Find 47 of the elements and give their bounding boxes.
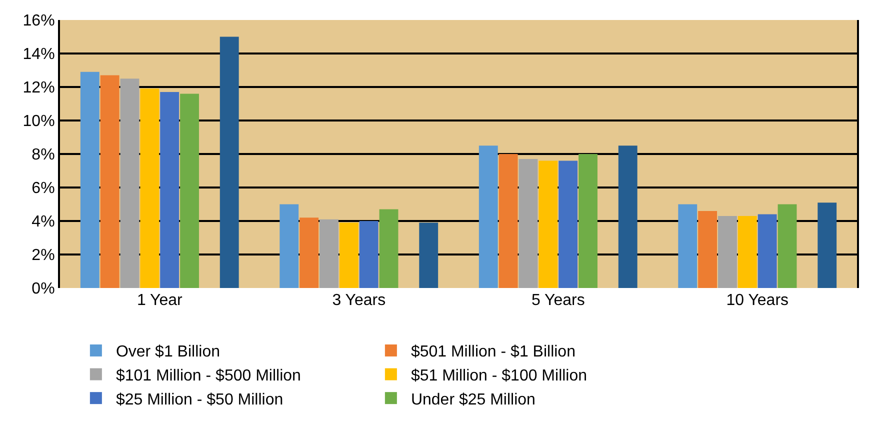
- bar: [220, 36, 239, 288]
- bar: [120, 78, 140, 288]
- y-tick-label: 16%: [22, 12, 55, 30]
- bar: [758, 214, 777, 288]
- x-tick-label: 5 Years: [531, 292, 585, 309]
- bar: [818, 202, 837, 288]
- bar: [339, 222, 358, 288]
- y-tick-label: 14%: [22, 46, 55, 64]
- y-tick-label: 8%: [32, 146, 55, 164]
- legend-label: $25 Million - $50 Million: [116, 391, 284, 408]
- bar: [160, 92, 180, 288]
- y-tick-label: 2%: [32, 247, 55, 264]
- y-tick-label: 10%: [22, 113, 55, 130]
- bar: [738, 216, 757, 288]
- bar: [578, 154, 598, 288]
- bar: [698, 210, 718, 288]
- legend-label: $501 Million - $1 Billion: [410, 344, 576, 361]
- y-tick-label: 4%: [32, 214, 55, 231]
- x-tick-label: 10 Years: [726, 292, 789, 309]
- legend-label: Over $1 Billion: [116, 344, 220, 361]
- bar: [518, 159, 538, 288]
- bar: [778, 204, 797, 288]
- y-tick-label: 6%: [32, 180, 55, 198]
- bar: [678, 204, 698, 288]
- bar: [359, 221, 378, 288]
- bar: [419, 222, 438, 288]
- bar: [180, 94, 199, 288]
- bar: [100, 75, 120, 288]
- legend-label: Under $25 Million: [410, 391, 536, 408]
- bar: [558, 160, 578, 288]
- x-tick-label: 3 Years: [332, 292, 386, 309]
- bar: [718, 216, 737, 288]
- y-tick-label: 12%: [22, 80, 55, 97]
- y-tick-label: 0%: [32, 280, 55, 298]
- bar: [140, 88, 160, 288]
- bar: [300, 218, 319, 288]
- bar: [618, 146, 638, 288]
- bar: [379, 209, 398, 288]
- legend-label: $51 Million - $100 Million: [410, 368, 588, 384]
- bar: [80, 72, 100, 288]
- bar: [280, 204, 299, 288]
- bar: [320, 219, 338, 288]
- bar: [538, 160, 558, 288]
- x-tick-label: 1 Year: [136, 292, 183, 309]
- bar: [478, 146, 498, 288]
- legend-label: $101 Million - $500 Million: [116, 368, 301, 384]
- bar: [498, 154, 518, 288]
